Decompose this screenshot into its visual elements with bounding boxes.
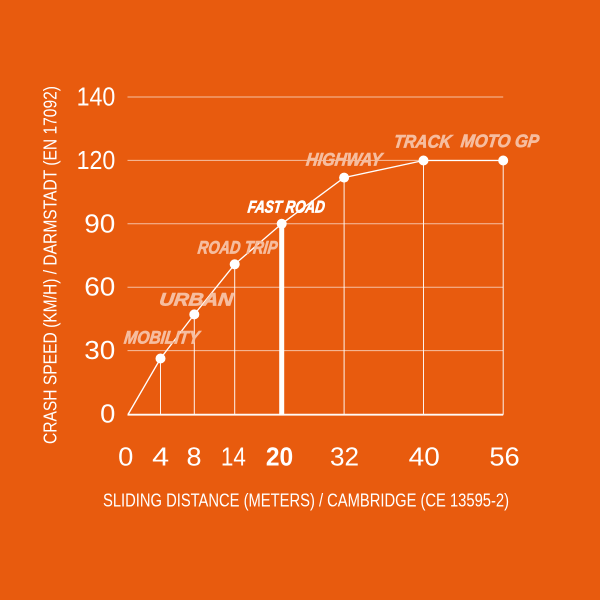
svg-text:4: 4 bbox=[152, 442, 169, 472]
svg-text:14: 14 bbox=[221, 442, 246, 472]
svg-text:120: 120 bbox=[77, 145, 116, 175]
svg-text:URBAN: URBAN bbox=[158, 289, 235, 309]
svg-text:MOTO GP: MOTO GP bbox=[460, 131, 541, 151]
svg-text:32: 32 bbox=[330, 442, 359, 472]
svg-text:90: 90 bbox=[84, 208, 115, 238]
svg-text:MOBILITY: MOBILITY bbox=[123, 328, 202, 348]
svg-text:56: 56 bbox=[489, 442, 519, 472]
svg-text:ROAD TRIP: ROAD TRIP bbox=[197, 238, 280, 258]
svg-text:20: 20 bbox=[266, 442, 293, 472]
svg-text:60: 60 bbox=[84, 272, 115, 302]
svg-text:SLIDING DISTANCE (METERS) / CA: SLIDING DISTANCE (METERS) / CAMBRIDGE (C… bbox=[103, 491, 509, 511]
svg-text:TRACK: TRACK bbox=[393, 131, 455, 151]
svg-text:CRASH SPEED (KM/H) / DARMSTADT: CRASH SPEED (KM/H) / DARMSTADT (EN 17092… bbox=[41, 86, 61, 444]
svg-text:8: 8 bbox=[187, 442, 202, 472]
svg-text:40: 40 bbox=[409, 442, 440, 472]
svg-text:30: 30 bbox=[84, 335, 115, 365]
svg-text:HIGHWAY: HIGHWAY bbox=[305, 150, 385, 170]
svg-text:FAST ROAD: FAST ROAD bbox=[247, 198, 326, 217]
svg-text:0: 0 bbox=[118, 442, 133, 472]
svg-text:0: 0 bbox=[100, 399, 115, 429]
svg-text:140: 140 bbox=[77, 82, 116, 112]
